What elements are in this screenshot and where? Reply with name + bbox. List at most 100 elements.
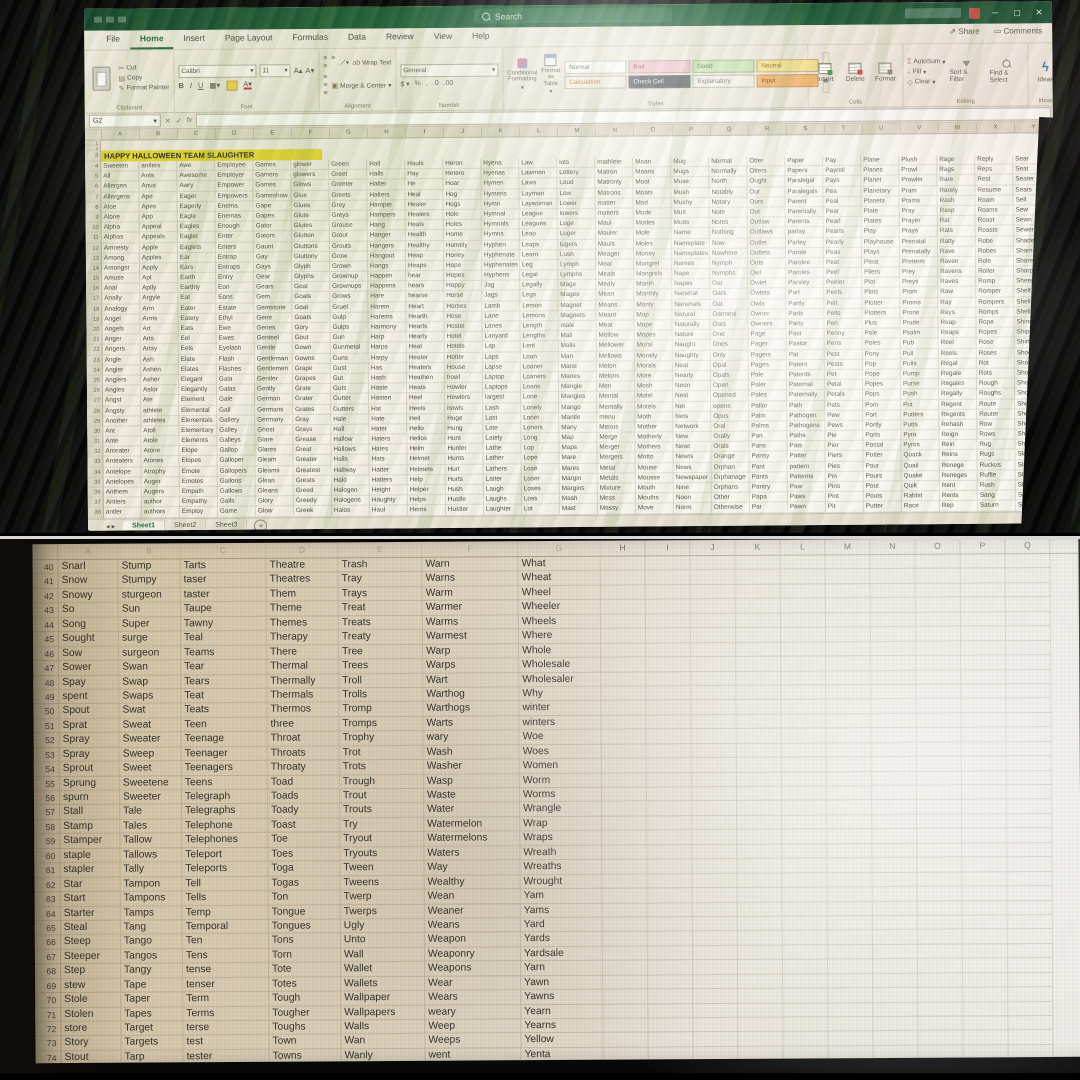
cell[interactable]: Meal bbox=[595, 259, 635, 270]
cell[interactable]: Route bbox=[977, 399, 1016, 410]
cell[interactable]: Wrought bbox=[520, 874, 603, 890]
cell[interactable]: Notably bbox=[709, 187, 748, 198]
delete-cells-button[interactable]: Delete bbox=[842, 48, 868, 97]
empty-cell[interactable] bbox=[918, 1045, 964, 1061]
cell[interactable]: Renege bbox=[939, 460, 978, 471]
cell[interactable]: Margins bbox=[559, 483, 598, 495]
cell[interactable]: Gameshow bbox=[253, 190, 292, 202]
cell[interactable]: Gape bbox=[253, 200, 292, 212]
cell[interactable]: opens bbox=[711, 401, 750, 412]
cell[interactable]: Hearth bbox=[406, 311, 445, 323]
cell[interactable]: Gentle bbox=[254, 343, 293, 355]
cell[interactable]: Merger bbox=[597, 442, 636, 454]
cell[interactable]: Mutt bbox=[671, 207, 710, 219]
cell[interactable]: Gout bbox=[292, 333, 331, 344]
cell[interactable]: Pats bbox=[787, 441, 826, 452]
cell[interactable]: Hanger bbox=[367, 230, 406, 242]
cell[interactable]: Weapon bbox=[424, 932, 521, 948]
cell[interactable]: Help bbox=[407, 474, 446, 486]
cell[interactable]: Tangy bbox=[120, 963, 184, 979]
cell[interactable]: Orange bbox=[711, 452, 750, 463]
cell[interactable]: Hampers bbox=[367, 210, 406, 221]
cell[interactable]: Elegantly bbox=[178, 384, 218, 396]
empty-cell[interactable] bbox=[691, 685, 737, 701]
row-number[interactable]: 69 bbox=[35, 978, 62, 994]
cell[interactable]: Estate bbox=[216, 303, 255, 314]
cell[interactable]: Leap bbox=[519, 229, 558, 240]
cell[interactable]: Hymens bbox=[481, 188, 520, 200]
cell[interactable]: Pathogen bbox=[787, 410, 826, 422]
cell[interactable]: Spray bbox=[59, 732, 120, 748]
cell[interactable]: Water bbox=[424, 802, 521, 818]
cell[interactable]: Teleports bbox=[182, 861, 269, 877]
cell[interactable]: Gentleman bbox=[254, 353, 293, 365]
cell[interactable]: Apes bbox=[139, 201, 178, 213]
cell[interactable]: Last bbox=[483, 413, 522, 424]
empty-cell[interactable] bbox=[738, 1003, 784, 1018]
cell[interactable]: Loses bbox=[521, 484, 560, 495]
cell[interactable]: Pearls bbox=[823, 227, 862, 238]
row-number[interactable]: 36 bbox=[87, 487, 104, 498]
cell[interactable]: Helm bbox=[407, 444, 446, 455]
cell-style-good[interactable]: Good bbox=[692, 59, 755, 73]
cell[interactable]: Wall bbox=[340, 947, 425, 963]
row-number[interactable]: 58 bbox=[34, 819, 61, 835]
cell[interactable]: Atone bbox=[141, 446, 180, 457]
cell[interactable]: Eaglets bbox=[177, 242, 216, 253]
cell[interactable]: Row bbox=[977, 419, 1016, 430]
empty-cell[interactable] bbox=[1005, 611, 1051, 627]
column-header-K[interactable]: K bbox=[735, 539, 781, 555]
row-number[interactable]: 26 bbox=[86, 385, 104, 397]
empty-cell[interactable] bbox=[917, 799, 963, 815]
cell[interactable]: Atole bbox=[141, 436, 180, 447]
column-header-L[interactable]: L bbox=[780, 539, 826, 555]
empty-cell[interactable] bbox=[915, 583, 961, 599]
cell[interactable]: Notes bbox=[709, 217, 748, 229]
cell[interactable]: Nymph bbox=[709, 258, 749, 269]
empty-cell[interactable] bbox=[602, 801, 648, 817]
cell[interactable]: Yearn bbox=[521, 1004, 604, 1020]
cell[interactable]: Huge bbox=[445, 413, 484, 424]
cell[interactable]: Pope bbox=[862, 369, 901, 380]
cell[interactable]: Reins bbox=[939, 450, 978, 461]
empty-cell[interactable] bbox=[1006, 655, 1052, 670]
cell[interactable]: Snow bbox=[58, 574, 119, 589]
cell[interactable]: Pays bbox=[823, 176, 862, 187]
cell[interactable]: Saturn bbox=[977, 500, 1016, 512]
empty-cell[interactable] bbox=[1006, 741, 1052, 757]
empty-cell[interactable] bbox=[647, 844, 693, 860]
empty-cell[interactable] bbox=[962, 958, 1009, 974]
cell[interactable]: Rent bbox=[939, 480, 978, 492]
cell[interactable]: Warms bbox=[422, 614, 519, 631]
cell[interactable]: Parent bbox=[785, 196, 824, 208]
cell[interactable]: Ton bbox=[268, 890, 341, 906]
cell[interactable]: Prenatally bbox=[899, 246, 938, 258]
empty-cell[interactable] bbox=[825, 555, 871, 570]
cell-style-normal[interactable]: Normal bbox=[564, 60, 627, 74]
cell[interactable]: Galas bbox=[216, 384, 256, 396]
sheet-tab-sheet3[interactable]: Sheet3 bbox=[206, 520, 248, 531]
cell[interactable]: Earthly bbox=[178, 283, 217, 294]
row-number[interactable]: 35 bbox=[87, 477, 104, 488]
column-header-F[interactable]: F bbox=[422, 541, 519, 557]
row-number[interactable]: 57 bbox=[34, 805, 61, 821]
empty-cell[interactable] bbox=[735, 598, 781, 614]
cell[interactable]: Leg bbox=[519, 259, 559, 271]
empty-cell[interactable] bbox=[602, 830, 648, 846]
cell[interactable]: Lanyard bbox=[482, 331, 521, 343]
cell[interactable]: Plates bbox=[861, 216, 900, 228]
empty-cell[interactable] bbox=[737, 844, 783, 860]
empty-cell[interactable] bbox=[1007, 900, 1053, 916]
cell[interactable]: Lanes bbox=[482, 321, 521, 332]
cell[interactable]: Tallows bbox=[120, 848, 183, 863]
empty-cell[interactable] bbox=[917, 944, 963, 960]
empty-cell[interactable] bbox=[602, 931, 648, 947]
empty-cell[interactable] bbox=[691, 700, 737, 715]
empty-cell[interactable] bbox=[781, 786, 828, 802]
cell[interactable]: Nine bbox=[673, 482, 712, 494]
cell[interactable]: Naturally bbox=[672, 319, 711, 331]
cell[interactable]: Lamb bbox=[482, 301, 521, 312]
row-number[interactable]: 56 bbox=[33, 791, 61, 806]
cell[interactable]: Ratty bbox=[937, 236, 976, 247]
cell[interactable]: Raven bbox=[937, 256, 977, 268]
